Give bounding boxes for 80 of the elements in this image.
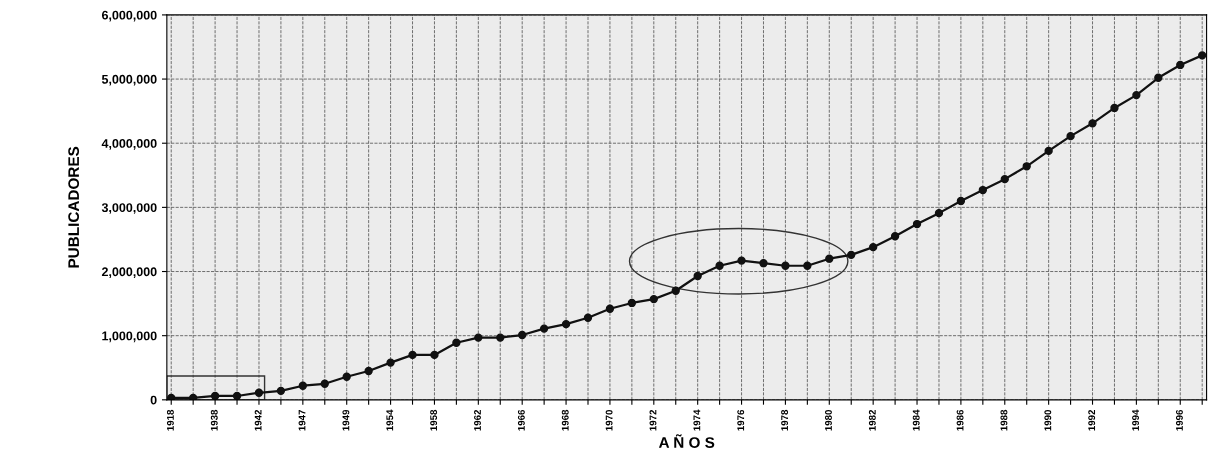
point (781, 261, 790, 270)
point (210, 391, 220, 400)
point (1000, 174, 1009, 184)
point (342, 372, 351, 381)
point (1154, 73, 1163, 82)
x-tick-label: 1984 (912, 409, 920, 431)
point (561, 319, 571, 329)
x-tick-label: 1992 (1088, 409, 1096, 431)
x-tick-label: 1974 (693, 409, 701, 431)
point (364, 366, 373, 376)
x-tick-label: 1966 (517, 409, 525, 431)
point (1022, 162, 1031, 171)
point (1132, 90, 1141, 100)
point (627, 298, 637, 308)
point (496, 333, 505, 342)
point (1088, 119, 1097, 128)
point (276, 386, 286, 396)
y-tick-label: 4,000,000 (101, 139, 157, 150)
point (803, 261, 812, 270)
point (759, 259, 768, 268)
point (978, 185, 988, 195)
point (934, 208, 944, 218)
point (912, 219, 922, 229)
x-tick-label: 1988 (1000, 409, 1008, 431)
point (518, 330, 527, 340)
point (430, 350, 439, 360)
point (1044, 146, 1053, 156)
point (847, 250, 856, 260)
point (825, 254, 834, 263)
point (474, 333, 483, 342)
y-axis-title: PUBLICADORES (68, 146, 80, 268)
y-tick-label: 0 (150, 395, 157, 405)
point (868, 242, 878, 252)
x-tick-label: 1968 (561, 409, 569, 431)
x-tick-label: 1982 (868, 409, 876, 431)
x-tick-label: 1947 (298, 409, 306, 431)
point (232, 391, 242, 400)
y-tick-label: 6,000,000 (101, 10, 157, 22)
point (671, 286, 680, 295)
x-tick-label: 1942 (254, 409, 262, 431)
point (167, 393, 176, 400)
x-axis-title: A Ñ O S (658, 434, 715, 448)
x-tick-label: 1994 (1132, 409, 1139, 431)
y-tick-label: 5,000,000 (101, 74, 157, 86)
point (1198, 51, 1207, 60)
point (737, 256, 746, 265)
x-tick-label: 1990 (1044, 409, 1052, 431)
point (452, 338, 461, 347)
point (956, 196, 966, 206)
x-tick-label: 1938 (210, 409, 218, 431)
point (649, 294, 658, 304)
y-tick-label: 3,000,000 (101, 203, 157, 214)
point (605, 304, 615, 313)
y-tick-label: 1,000,000 (102, 331, 157, 343)
x-tick-label: 1970 (605, 409, 613, 431)
y-tick-label: 2,000,000 (101, 267, 157, 278)
point (298, 381, 308, 390)
point (320, 379, 329, 388)
x-tick-label: 1980 (825, 409, 832, 431)
x-tick-label: 1978 (781, 409, 789, 431)
x-tick-label: 1976 (737, 409, 745, 431)
point (715, 261, 724, 270)
x-tick-label: 1918 (166, 409, 174, 431)
point (539, 324, 549, 333)
point (1066, 131, 1075, 141)
point (693, 271, 702, 281)
point (1176, 60, 1185, 70)
point (890, 232, 900, 241)
point (1110, 103, 1119, 113)
x-tick-label: 1958 (430, 409, 438, 431)
x-tick-label: 1954 (386, 409, 394, 431)
point (583, 313, 593, 322)
x-tick-label: 1949 (342, 409, 350, 431)
point (254, 388, 264, 397)
point (386, 358, 395, 367)
x-tick-label: 1972 (649, 409, 657, 431)
x-tick-label: 1962 (474, 409, 481, 431)
x-tick-label: 1996 (1175, 409, 1183, 431)
point (408, 350, 417, 360)
x-tick-label: 1986 (956, 409, 964, 431)
